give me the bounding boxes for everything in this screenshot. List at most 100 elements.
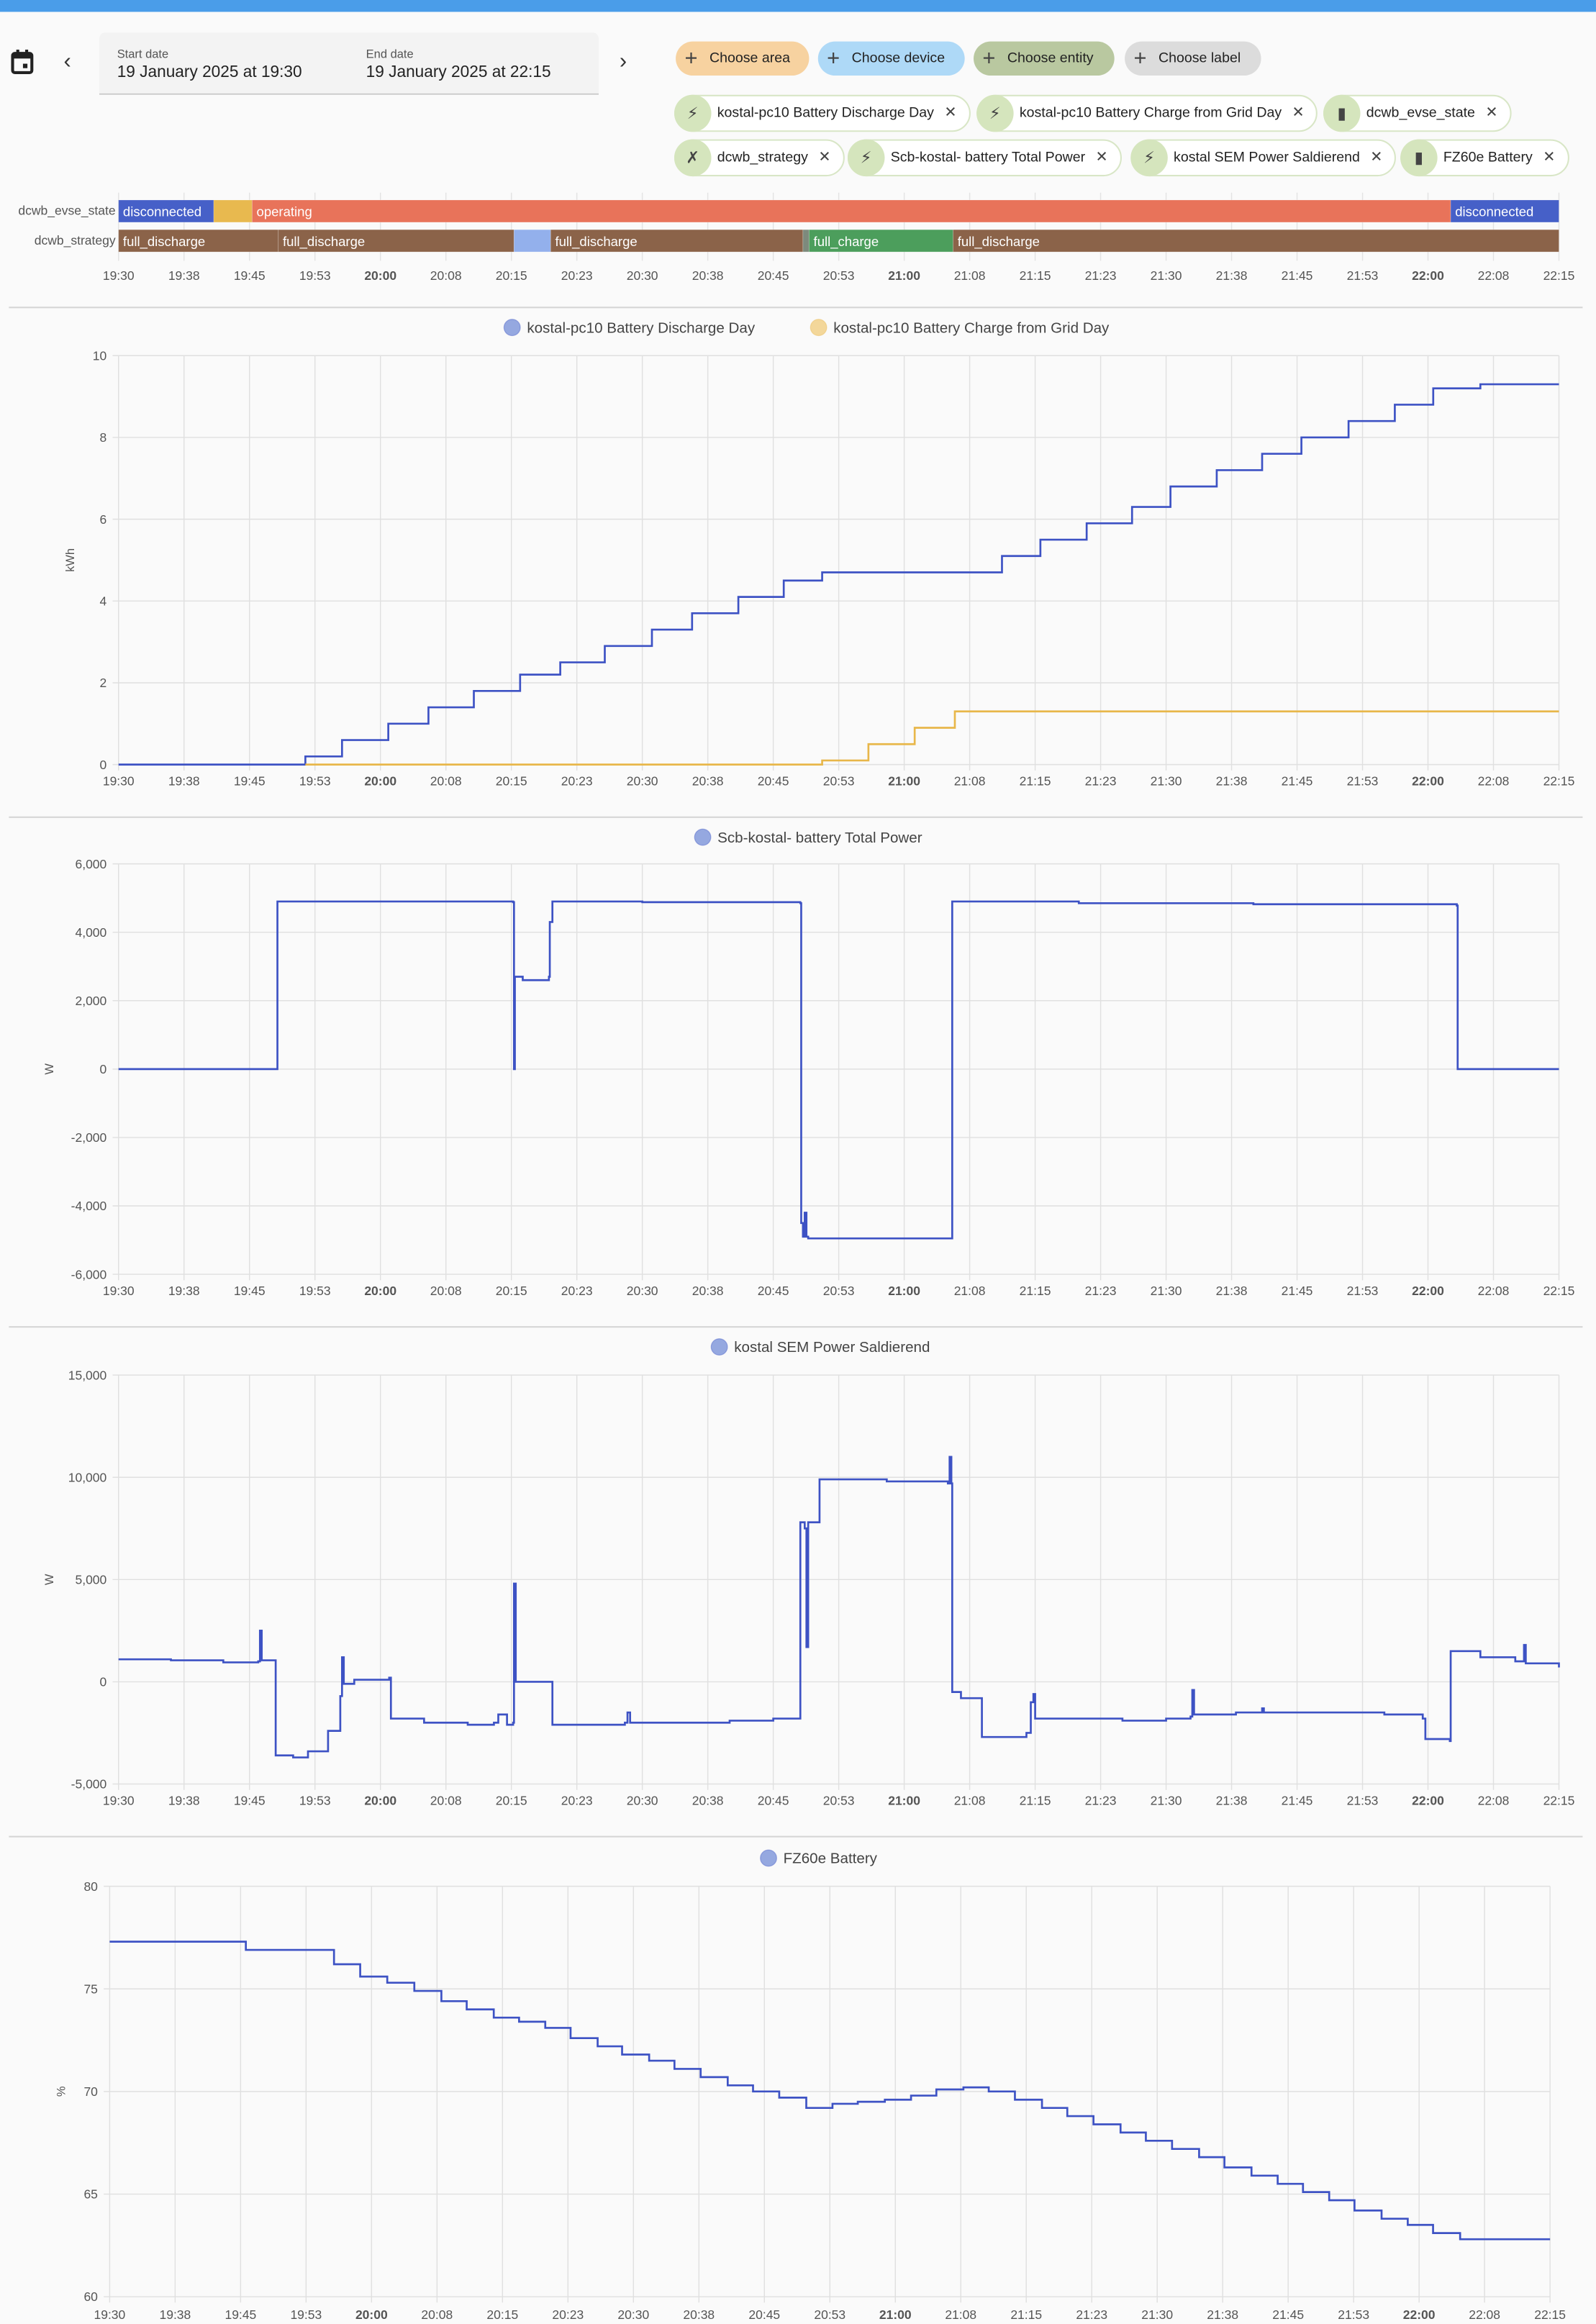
y-tick-label: -5,000: [71, 1777, 107, 1792]
start-date-value[interactable]: 19 January 2025 at 19:30: [117, 63, 302, 82]
x-tick-label: 22:00: [1403, 2307, 1436, 2322]
timeline-segment: [953, 229, 1559, 253]
remove-icon[interactable]: ✕: [944, 105, 957, 122]
choose-entity-button[interactable]: + Choose entity: [974, 41, 1115, 76]
x-tick-label: 20:53: [823, 1284, 855, 1298]
x-tick-label: 21:45: [1282, 1284, 1313, 1298]
y-tick-label: 0: [100, 1062, 107, 1076]
divider: [9, 816, 1583, 818]
plus-icon: +: [827, 45, 840, 71]
choose-device-button[interactable]: + Choose device: [817, 41, 965, 76]
entity-chip[interactable]: ⚡︎ kostal SEM Power Saldierend ✕: [1130, 139, 1397, 177]
x-tick-label: 20:30: [627, 773, 658, 788]
x-tick-label: 22:15: [1543, 268, 1575, 283]
entity-chip[interactable]: ⚡︎ Scb-kostal- battery Total Power ✕: [847, 139, 1122, 177]
timeline-segment: [213, 199, 253, 223]
x-tick-label: 20:38: [692, 1793, 724, 1807]
remove-icon[interactable]: ✕: [818, 149, 831, 166]
x-tick-label: 21:08: [954, 1284, 986, 1298]
choose-device-label: Choose device: [851, 50, 946, 67]
x-tick-label: 21:15: [1020, 1793, 1051, 1807]
x-tick-label: 20:15: [496, 1793, 527, 1807]
end-date-label: End date: [366, 47, 414, 61]
x-tick-label: 21:00: [888, 1793, 920, 1807]
lightning-icon: ⚡︎: [1130, 139, 1168, 177]
entity-chip[interactable]: ⚡︎ kostal-pc10 Battery Discharge Day ✕: [674, 94, 971, 132]
legend-marker: [503, 319, 521, 337]
x-tick-label: 22:08: [1478, 268, 1510, 283]
x-tick-label: 22:08: [1478, 1793, 1510, 1807]
x-tick-label: 20:15: [486, 2307, 518, 2322]
x-tick-label: 20:00: [364, 773, 396, 788]
x-tick-label: 20:38: [683, 2307, 715, 2322]
x-tick-label: 21:30: [1151, 773, 1182, 788]
x-tick-label: 19:38: [159, 2307, 191, 2322]
x-tick-label: 20:45: [758, 268, 789, 283]
y-tick-label: 65: [83, 2187, 97, 2202]
choose-label-button[interactable]: + Choose label: [1125, 41, 1261, 76]
remove-icon[interactable]: ✕: [1095, 149, 1108, 166]
entity-chip[interactable]: ✗ dcwb_strategy ✕: [674, 139, 845, 177]
date-range-picker[interactable]: Start date 19 January 2025 at 19:30 End …: [99, 32, 599, 95]
next-range-button[interactable]: ›: [620, 49, 627, 74]
timeline-segment: [802, 229, 810, 253]
y-tick-label: 80: [83, 1879, 98, 1894]
x-tick-label: 20:38: [692, 1284, 724, 1298]
legend-marker: [760, 1849, 777, 1867]
y-tick-label: 4,000: [75, 925, 106, 940]
x-tick-label: 20:30: [627, 1793, 658, 1807]
strategy-icon: ✗: [674, 139, 712, 177]
y-tick-label: 4: [100, 594, 107, 608]
entity-chip[interactable]: ⚡︎ kostal-pc10 Battery Charge from Grid D…: [976, 94, 1318, 132]
x-tick-label: 20:08: [430, 1284, 462, 1298]
x-tick-label: 21:23: [1085, 773, 1117, 788]
x-tick-label: 20:08: [421, 2307, 453, 2322]
series-line-fz60e-battery: [109, 1941, 1551, 2241]
x-tick-label: 19:38: [168, 773, 200, 788]
choose-label-label: Choose label: [1158, 50, 1241, 67]
x-tick-label: 19:45: [234, 1284, 266, 1298]
legend-label: FZ60e Battery: [784, 1851, 878, 1867]
x-tick-label: 21:38: [1216, 268, 1248, 283]
x-tick-label: 21:38: [1207, 2307, 1238, 2322]
plus-icon: +: [684, 45, 698, 71]
x-tick-label: 21:38: [1216, 1284, 1248, 1298]
choose-entity-label: Choose entity: [1007, 50, 1094, 67]
x-tick-label: 19:45: [234, 268, 266, 283]
choose-area-button[interactable]: + Choose area: [676, 41, 810, 76]
remove-icon[interactable]: ✕: [1543, 149, 1556, 166]
x-tick-label: 19:38: [168, 268, 200, 283]
timeline-segment-label: full_charge: [814, 234, 879, 250]
entity-chip-label: kostal-pc10 Battery Discharge Day: [717, 105, 934, 122]
x-tick-label: 20:08: [430, 268, 462, 283]
x-tick-label: 19:53: [299, 1284, 331, 1298]
legend-label: kostal SEM Power Saldierend: [734, 1339, 930, 1356]
x-tick-label: 21:45: [1272, 2307, 1304, 2322]
x-tick-label: 19:53: [290, 2307, 322, 2322]
entity-chip[interactable]: ▮ dcwb_evse_state ✕: [1323, 94, 1512, 132]
x-tick-label: 20:30: [627, 268, 658, 283]
timeline-segment-label: operating: [257, 204, 312, 219]
end-date-value[interactable]: 19 January 2025 at 22:15: [366, 63, 551, 82]
x-tick-label: 21:53: [1347, 773, 1379, 788]
legend-marker: [694, 828, 712, 846]
previous-range-button[interactable]: ‹: [64, 49, 71, 74]
x-tick-label: 21:15: [1020, 268, 1051, 283]
remove-icon[interactable]: ✕: [1292, 105, 1305, 122]
entity-chip[interactable]: ▮ FZ60e Battery ✕: [1400, 139, 1569, 177]
x-tick-label: 19:53: [299, 1793, 331, 1807]
entity-chip-label: Scb-kostal- battery Total Power: [890, 149, 1086, 166]
entity-chip-label: kostal-pc10 Battery Charge from Grid Day: [1019, 105, 1282, 122]
x-tick-label: 20:23: [552, 2307, 584, 2322]
y-tick-label: 2: [100, 676, 107, 690]
remove-icon[interactable]: ✕: [1370, 149, 1383, 166]
y-axis-label: %: [55, 2086, 68, 2097]
series-line-scb-kostal-battery-total-power: [118, 900, 1559, 1240]
series-line-kostal-pc10-battery-charge-from-grid-day: [305, 710, 1559, 766]
x-tick-label: 22:00: [1412, 773, 1444, 788]
x-tick-label: 20:45: [758, 1793, 789, 1807]
calendar-icon[interactable]: [10, 49, 34, 81]
x-tick-label: 21:38: [1216, 773, 1248, 788]
remove-icon[interactable]: ✕: [1485, 105, 1498, 122]
